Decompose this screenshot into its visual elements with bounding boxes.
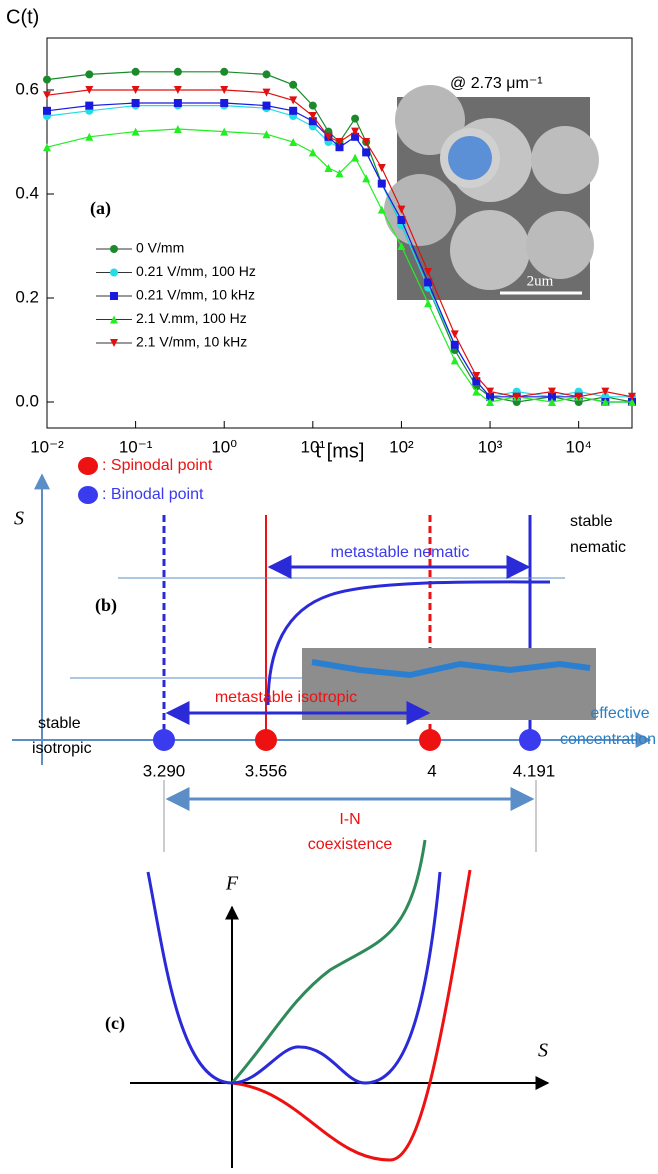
data-point [220,68,228,76]
data-point [43,107,51,115]
region-label: stable [38,715,81,732]
x-axis-label: S [538,1040,548,1062]
data-point [262,102,270,110]
legend-label: : Binodal point [102,486,204,503]
legend-label: 0 V/mm [136,240,184,256]
data-point [174,68,182,76]
data-point [220,99,228,107]
x-axis-label: concentration [560,731,656,748]
point-label: 4 [427,761,436,780]
data-point [289,81,297,89]
data-point [289,138,297,146]
point-label: 3.290 [143,761,186,780]
data-point [309,102,317,110]
data-point [85,70,93,78]
y-axis-label: S [14,508,24,530]
legend-marker [110,292,118,300]
panel-label: (b) [95,595,117,616]
panel-label: (c) [105,1013,125,1034]
data-point [378,180,386,188]
data-point [378,164,386,172]
legend-marker [110,269,118,277]
data-point [351,115,359,123]
data-point [351,154,359,162]
y-axis-label: C(t) [6,6,39,28]
region-label: metastable isotropic [215,689,357,706]
x-tick-label: 10³ [478,437,503,456]
data-point [43,143,51,151]
data-point [132,68,140,76]
data-point [362,148,370,156]
figure: C(t) t [ms] (a) @ 2.73 μm⁻¹ 2um 10⁻²10⁻¹… [0,0,658,1174]
data-point [362,174,370,182]
panel-label: (a) [90,198,111,219]
page: {"chart_data": {"type": "line", "y_label… [0,0,658,1174]
coexistence-label: coexistence [308,836,393,853]
legend-marker [110,245,118,253]
sem-inset: 2um [384,85,599,300]
y-tick-label: 0.6 [15,79,39,98]
point-label: 4.191 [513,761,556,780]
data-point [451,341,459,349]
data-point [262,70,270,78]
scale-bar-label: 2um [527,273,554,289]
x-tick-label: 10⁻¹ [119,437,153,456]
region-label: metastable nematic [331,544,470,561]
y-tick-label: 0.0 [15,391,39,410]
region-label: isotropic [32,740,92,757]
data-point [451,356,459,364]
legend-label: : Spinodal point [102,457,213,474]
data-point [43,76,51,84]
data-point [174,99,182,107]
panel-c: F S (c) [105,840,548,1168]
y-tick-label: 0.2 [15,287,39,306]
data-point [132,99,140,107]
x-axis-label: effective [590,705,649,722]
data-point [289,107,297,115]
legend-label: 0.21 V/mm, 10 kHz [136,287,255,303]
region-label: stable [570,513,613,530]
x-tick-label: 10² [389,437,414,456]
x-tick-label: 10⁰ [211,437,237,456]
legend-label: 0.21 V/mm, 100 Hz [136,263,256,279]
x-tick-label: 10¹ [301,437,326,456]
x-tick-label: 10⁴ [566,437,592,456]
region-label: nematic [570,539,626,556]
legend-label: 2.1 V.mm, 100 Hz [136,310,247,326]
annotation: @ 2.73 μm⁻¹ [450,75,543,92]
y-axis-label: F [225,873,239,895]
data-point [424,299,432,307]
legend-label: 2.1 V/mm, 10 kHz [136,334,247,350]
point-label: 3.556 [245,761,288,780]
x-tick-label: 10⁻² [30,437,64,456]
data-point [309,148,317,156]
y-tick-label: 0.4 [15,183,39,202]
panel-b: S : Spinodal point : Binodal point metas… [12,457,656,853]
data-point [85,102,93,110]
coexistence-label: I-N [339,811,360,828]
